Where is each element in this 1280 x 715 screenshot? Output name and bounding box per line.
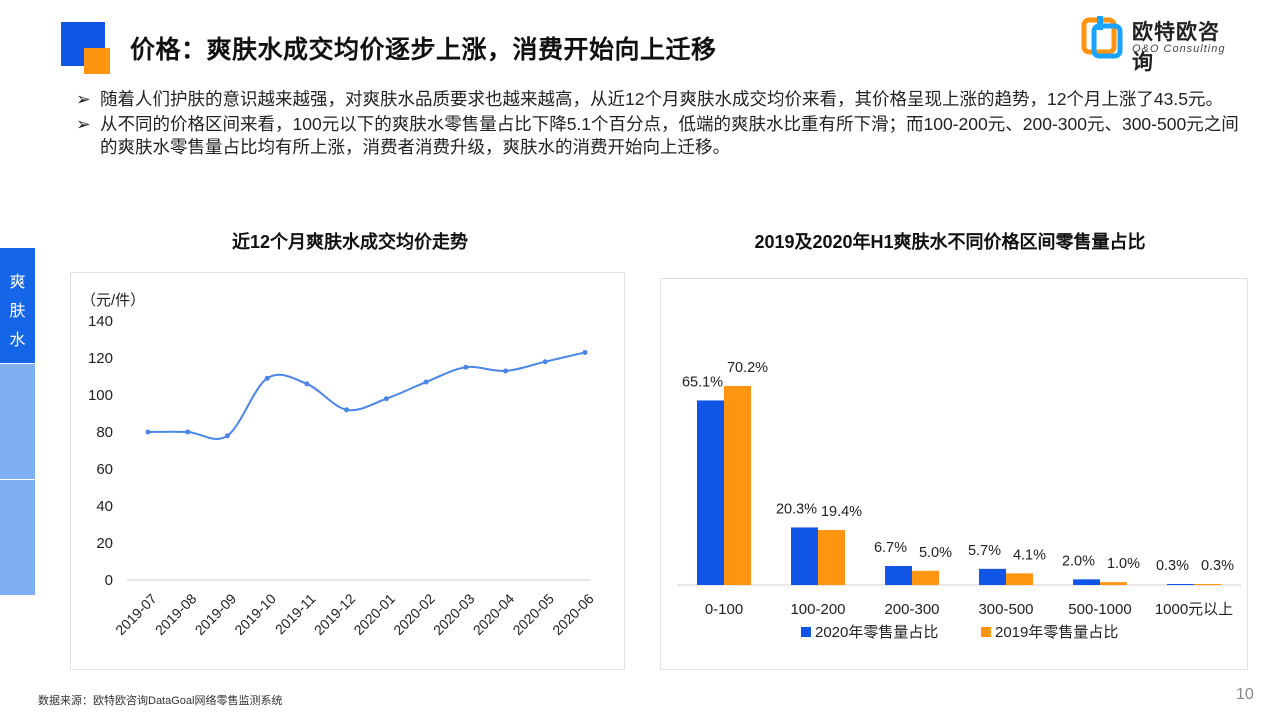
x-tick-label: 2020-06 — [549, 590, 597, 638]
side-tab-strip: 爽 肤 水 — [0, 248, 35, 596]
bar-value-label: 0.3% — [1201, 558, 1234, 574]
x-tick-label: 2020-03 — [430, 590, 478, 638]
category-label: 100-200 — [790, 601, 845, 618]
bullet-item: ➢ 随着人们护肤的意识越来越强，对爽肤水品质要求也越来越高，从近12个月爽肤水成… — [76, 88, 1246, 111]
y-tick-label: 120 — [88, 350, 113, 367]
bar-value-label: 19.4% — [821, 504, 862, 520]
bar-chart: 65.1%70.2% 0-100 20.3% 19.4% 100-200 6.7% 5.0%… — [677, 360, 1241, 641]
data-point — [542, 359, 548, 365]
legend-label: 2020年零售量占比 — [815, 624, 938, 641]
page-title: 价格：爽肤水成交均价逐步上涨，消费开始向上迁移 — [130, 36, 717, 64]
bar-value-label: 6.7% — [874, 540, 907, 556]
x-tick-label: 2019-09 — [192, 590, 240, 638]
category-label: 0-100 — [705, 601, 743, 618]
y-axis-unit-label: （元/件） — [81, 292, 145, 309]
x-tick-label: 2020-02 — [390, 590, 438, 638]
bar-value-label: 4.1% — [1013, 547, 1046, 563]
bar-2019 — [1194, 584, 1221, 585]
bar-value-label: 5.0% — [919, 545, 952, 561]
x-tick-label: 2020-05 — [509, 590, 557, 638]
category-label: 200-300 — [884, 601, 939, 618]
category-label: 1000元以上 — [1155, 601, 1233, 618]
side-tab-2[interactable] — [0, 364, 35, 480]
data-point — [185, 429, 191, 435]
bar-2020 — [1167, 584, 1194, 585]
legend-label: 2019年零售量占比 — [995, 624, 1118, 641]
summary-bullets: ➢ 随着人们护肤的意识越来越强，对爽肤水品质要求也越来越高，从近12个月爽肤水成… — [76, 88, 1246, 161]
bar-2019 — [818, 530, 845, 585]
side-tab-char: 水 — [9, 332, 26, 349]
data-point — [383, 396, 389, 402]
brand-logo: 欧特欧咨询 O&O Consulting — [1080, 14, 1240, 74]
legend-swatch-2020 — [801, 627, 811, 637]
brand-logo-icon — [1081, 16, 1123, 59]
bar-value-label: 0.3% — [1156, 558, 1189, 574]
y-tick-label: 80 — [96, 424, 113, 441]
bar-2019 — [1006, 573, 1033, 585]
bar-value-label: 20.3% — [776, 501, 817, 517]
title-accent-square-orange — [84, 48, 110, 74]
category-label: 500-1000 — [1068, 601, 1131, 618]
bullet-text: 从不同的价格区间来看，100元以下的爽肤水零售量占比下降5.1个百分点，低端的爽… — [100, 114, 1239, 157]
x-tick-label: 2019-07 — [112, 590, 160, 638]
x-tick-label: 2020-01 — [350, 590, 398, 638]
y-tick-label: 40 — [96, 498, 113, 515]
legend-swatch-2019 — [981, 627, 991, 637]
x-tick-label: 2019-10 — [231, 590, 279, 638]
bar-chart-panel: 65.1% 70.2% 0-100 20.3% 19.4% 100-200 6.7% 5.0%… — [660, 278, 1248, 670]
bar-2020 — [1073, 579, 1100, 585]
bar-value-label: 2.0% — [1062, 553, 1095, 569]
x-tick-label: 2019-08 — [152, 590, 200, 638]
bullet-arrow-icon: ➢ — [76, 114, 91, 134]
data-point — [503, 368, 509, 374]
line-chart-title: 近12个月爽肤水成交均价走势 — [231, 232, 469, 252]
y-tick-label: 20 — [96, 535, 113, 552]
category-label: 300-500 — [978, 601, 1033, 618]
data-point — [344, 407, 350, 413]
line-chart: （元/件）0204060801001201402019-072019-08201… — [81, 292, 597, 638]
data-point — [582, 349, 588, 355]
data-point — [304, 381, 310, 387]
side-tab-char: 爽 — [9, 274, 26, 291]
bar-2019 — [1100, 582, 1127, 585]
data-point — [264, 375, 270, 381]
bullet-arrow-icon: ➢ — [76, 89, 91, 109]
data-point — [145, 429, 151, 435]
data-point — [463, 364, 469, 370]
bar-value-label: 5.7% — [968, 543, 1001, 559]
bullet-text: 随着人们护肤的意识越来越强，对爽肤水品质要求也越来越高，从近12个月爽肤水成交均… — [100, 89, 1223, 109]
bar-value-label: 65.1% — [682, 374, 723, 390]
side-tab-3[interactable] — [0, 480, 35, 596]
x-tick-label: 2019-11 — [272, 590, 319, 637]
bar-2020 — [979, 568, 1006, 585]
bullet-item: ➢ 从不同的价格区间来看，100元以下的爽肤水零售量占比下降5.1个百分点，低端… — [76, 113, 1246, 159]
data-point — [423, 379, 429, 385]
y-tick-label: 100 — [88, 387, 113, 404]
x-tick-label: 2020-04 — [470, 590, 518, 638]
bar-2019 — [912, 570, 939, 585]
bar-value-label: 70.2% — [727, 360, 768, 376]
side-tab-char: 肤 — [9, 303, 26, 320]
bar-value-label: 1.0% — [1107, 556, 1140, 572]
x-tick-label: 2019-12 — [311, 590, 359, 638]
brand-name: 欧特欧咨询 — [1132, 21, 1220, 74]
y-tick-label: 0 — [105, 572, 113, 589]
line-chart-panel: （元/件） 0 20 40 60 80 100 120 140 2019-07 2019-08 201… — [70, 272, 625, 670]
bar-chart-title: 2019及2020年H1爽肤水不同价格区间零售量占比 — [754, 232, 1146, 252]
bar-2020 — [885, 566, 912, 585]
data-point — [224, 433, 230, 439]
bar-2020 — [791, 527, 818, 585]
side-tab-toner[interactable]: 爽 肤 水 — [0, 248, 35, 364]
brand-subtitle: O&O Consulting — [1132, 43, 1226, 55]
y-tick-label: 60 — [96, 461, 113, 478]
bar-2019 — [724, 385, 751, 585]
y-tick-label: 140 — [88, 313, 113, 330]
price-trend-line — [147, 351, 586, 440]
bar-2020 — [697, 400, 724, 585]
data-source-note: 数据来源：欧特欧咨询DataGoal网络零售监测系统 — [38, 695, 283, 707]
page-number: 10 — [1236, 686, 1254, 703]
